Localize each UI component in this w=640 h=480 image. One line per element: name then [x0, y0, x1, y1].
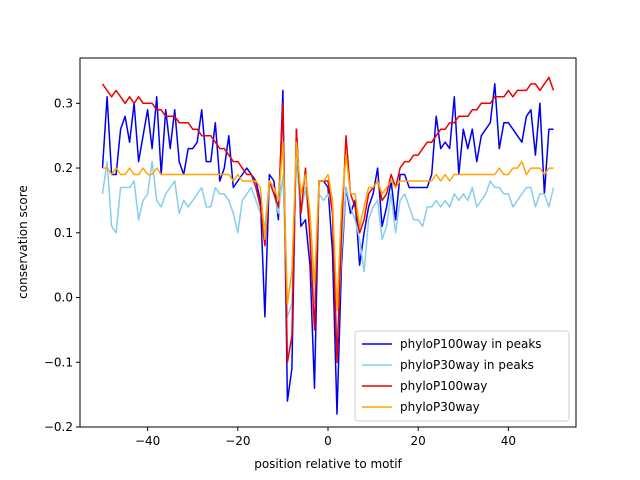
y-tick-label: 0.2 — [54, 161, 73, 175]
x-tick-label: −40 — [135, 434, 160, 448]
x-tick-label: 20 — [411, 434, 426, 448]
x-axis-label: position relative to motif — [254, 457, 402, 471]
legend-label-2: phyloP30way in peaks — [400, 358, 534, 372]
series-line-3 — [101, 76, 555, 364]
legend-label-3: phyloP100way — [400, 379, 487, 393]
legend-box — [354, 330, 570, 422]
y-tick-label: −0.2 — [44, 420, 73, 434]
x-tick-label: 0 — [324, 434, 332, 448]
legend: phyloP100way in peaks phyloP30way in peak… — [354, 330, 570, 422]
x-tick-label: −20 — [225, 434, 250, 448]
series-layer — [101, 76, 555, 415]
series-line-1 — [101, 83, 554, 415]
series-line-4 — [102, 141, 554, 312]
x-tick-label: 40 — [501, 434, 516, 448]
y-tick-label: 0.0 — [54, 291, 73, 305]
legend-label-1: phyloP100way in peaks — [400, 337, 542, 351]
y-tick-label: 0.1 — [54, 226, 73, 240]
legend-label-4: phyloP30way — [400, 400, 480, 414]
y-axis-label: conservation score — [16, 185, 30, 299]
y-tick-label: −0.1 — [44, 355, 73, 369]
x-axis: −40 −20 0 20 40 — [135, 427, 516, 448]
y-tick-label: 0.3 — [54, 96, 73, 110]
y-axis: −0.2 −0.1 0.0 0.1 0.2 0.3 — [44, 96, 80, 434]
series-line-2 — [101, 160, 555, 351]
